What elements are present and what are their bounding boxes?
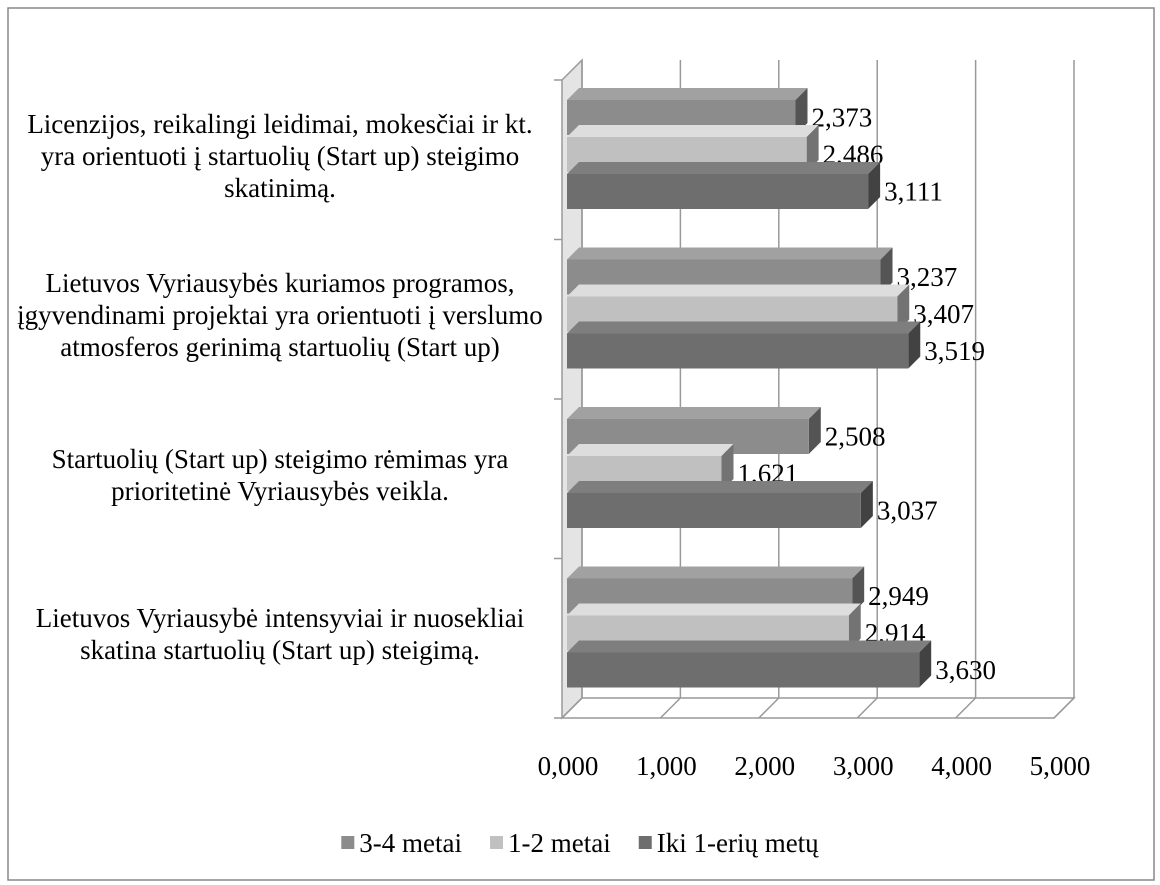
- bar-top: [567, 247, 893, 260]
- category-label: Lietuvos Vyriausybė intensyviai ir nuose…: [35, 603, 525, 666]
- bar-top: [567, 88, 808, 100]
- value-label: 3,037: [877, 496, 938, 526]
- x-tick-label: 3,000: [833, 751, 894, 781]
- bar-side: [795, 88, 808, 135]
- bar-top: [567, 566, 865, 579]
- value-label: 3,111: [884, 177, 943, 207]
- bar-side: [897, 284, 910, 332]
- value-label: 2,949: [868, 581, 929, 611]
- x-tick-label: 5,000: [1030, 751, 1091, 781]
- legend-swatch: [490, 836, 504, 849]
- value-label: 3,630: [935, 655, 996, 685]
- value-label: 3,407: [913, 299, 974, 329]
- category-label: Startuolių (Start up) steigimo rėmimas y…: [51, 443, 509, 506]
- bar-side: [808, 407, 821, 454]
- grid-line: [1053, 60, 1075, 719]
- category-label: Lietuvos Vyriausybės kuriamos programos,…: [17, 268, 543, 363]
- bar-side: [721, 444, 734, 491]
- bar: [567, 652, 920, 688]
- grid-line: [955, 60, 977, 719]
- x-tick-label: 2,000: [734, 751, 795, 781]
- bar-side: [852, 566, 865, 614]
- bar-top: [567, 284, 910, 297]
- legend-label: Iki 1-erių metų: [657, 828, 819, 858]
- bar-top: [567, 125, 819, 137]
- value-label: 3,519: [924, 336, 985, 366]
- bar-side: [848, 603, 861, 651]
- bar-top: [567, 640, 932, 653]
- bar-side: [806, 125, 819, 172]
- x-tick-label: 4,000: [931, 751, 992, 781]
- bar-top: [567, 321, 921, 334]
- bar-top: [567, 407, 821, 419]
- category-label: Licenzijos, reikalingi leidimai, mokesči…: [27, 108, 533, 203]
- bar-top: [567, 481, 873, 493]
- bar: [567, 493, 861, 528]
- floor: [560, 697, 1076, 719]
- bar-top: [567, 162, 881, 174]
- bar: [567, 333, 909, 369]
- bar-top: [567, 603, 861, 616]
- legend-swatch: [638, 836, 652, 849]
- bar-side: [868, 162, 881, 209]
- legend-swatch: [341, 836, 355, 849]
- x-tick-label: 1,000: [636, 751, 697, 781]
- bar-side: [860, 481, 873, 528]
- x-tick-label: 0,000: [538, 751, 599, 781]
- legend-label: 1-2 metai: [508, 828, 611, 858]
- bar-side: [919, 640, 932, 688]
- bar-top: [567, 444, 734, 456]
- bar-side: [908, 321, 921, 369]
- value-label: 2,508: [825, 422, 886, 452]
- value-label: 2,373: [812, 103, 873, 133]
- legend-label: 3-4 metai: [359, 828, 462, 858]
- bar: [567, 174, 869, 209]
- bar-side: [880, 247, 893, 295]
